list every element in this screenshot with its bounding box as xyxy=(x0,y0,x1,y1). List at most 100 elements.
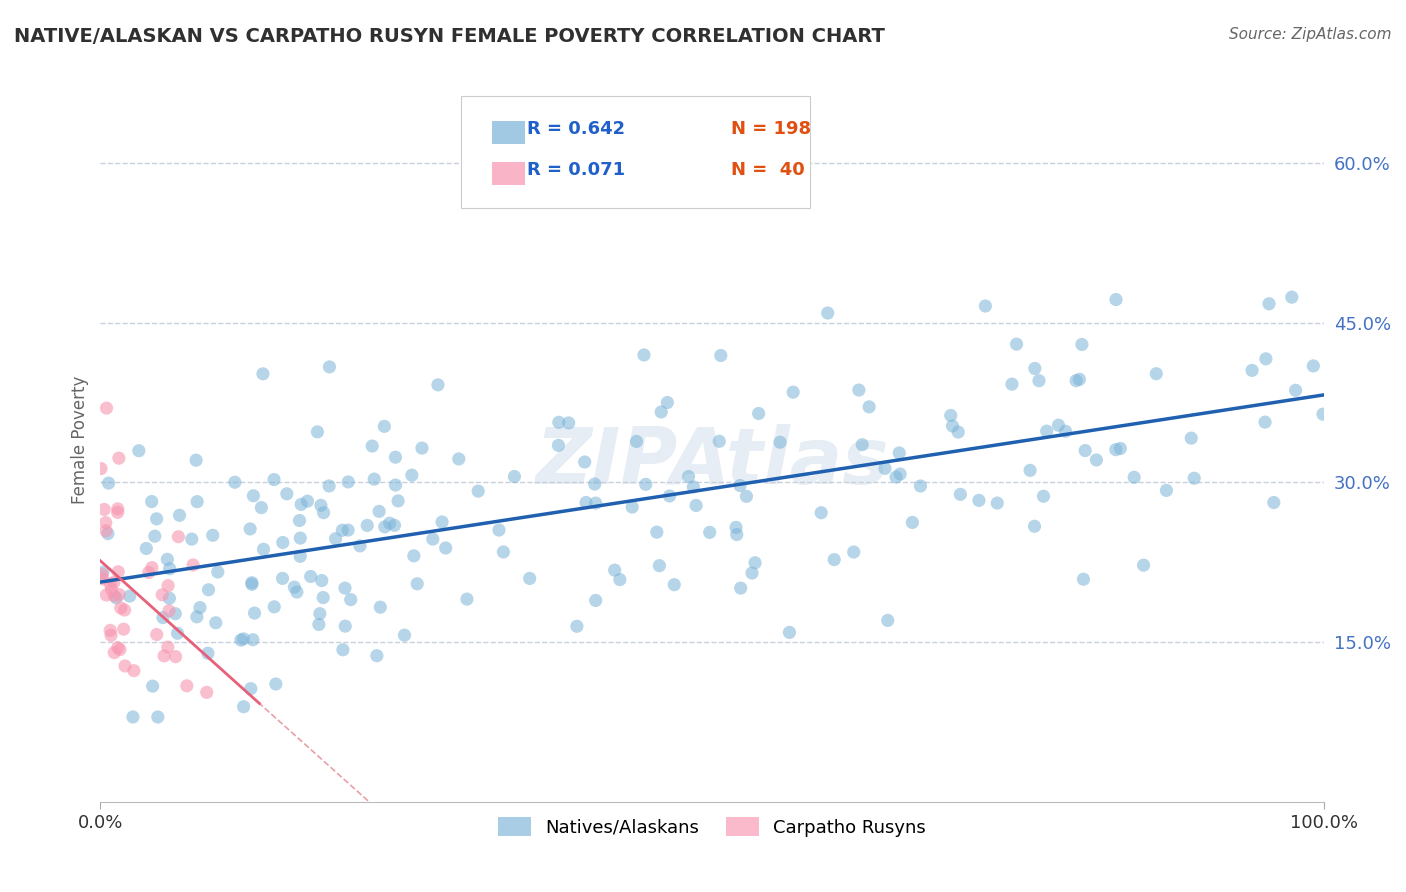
Point xyxy=(974,299,997,313)
Point xyxy=(312,591,335,605)
Point xyxy=(447,452,470,467)
Point xyxy=(434,541,457,555)
Point xyxy=(114,659,136,673)
Point xyxy=(699,525,721,540)
Point xyxy=(1024,519,1046,533)
Point xyxy=(609,573,631,587)
Point xyxy=(910,479,932,493)
Point xyxy=(197,582,219,597)
Point xyxy=(724,520,747,534)
Point xyxy=(1085,453,1108,467)
Point xyxy=(858,400,880,414)
Point xyxy=(90,461,112,475)
Point xyxy=(271,571,294,585)
Point xyxy=(1064,374,1087,388)
Point xyxy=(664,577,686,591)
Point xyxy=(406,576,429,591)
Point xyxy=(678,469,700,483)
Point xyxy=(330,523,353,537)
Point xyxy=(169,508,191,523)
Point xyxy=(264,677,287,691)
Point xyxy=(967,493,990,508)
Point xyxy=(378,516,401,531)
Point xyxy=(232,632,254,646)
Point xyxy=(889,467,911,481)
Bar xyxy=(492,162,524,186)
Point xyxy=(232,699,254,714)
Point xyxy=(363,472,385,486)
Point xyxy=(252,367,274,381)
Point xyxy=(242,489,264,503)
Point xyxy=(547,415,569,429)
Point xyxy=(366,648,388,663)
Point xyxy=(585,593,607,607)
Point xyxy=(94,516,117,530)
Point xyxy=(1258,297,1281,311)
Point xyxy=(166,626,188,640)
Point xyxy=(394,628,416,642)
Point xyxy=(401,468,423,483)
Point xyxy=(725,527,748,541)
Point xyxy=(332,642,354,657)
Point xyxy=(240,575,263,590)
Point xyxy=(239,681,262,696)
Point xyxy=(650,405,672,419)
Point xyxy=(138,566,160,580)
Point xyxy=(1263,495,1285,509)
Point xyxy=(167,530,190,544)
Point xyxy=(311,574,333,588)
Point xyxy=(250,500,273,515)
Point xyxy=(422,532,444,546)
Point xyxy=(370,600,392,615)
Point xyxy=(361,439,384,453)
Point xyxy=(1156,483,1178,498)
Point xyxy=(744,556,766,570)
Point xyxy=(146,710,169,724)
Point xyxy=(1180,431,1202,445)
Point xyxy=(1024,361,1046,376)
Point xyxy=(312,506,335,520)
Point xyxy=(309,499,332,513)
Point xyxy=(730,581,752,595)
Point xyxy=(141,494,163,508)
Point xyxy=(93,502,115,516)
Point xyxy=(318,359,340,374)
Point xyxy=(603,563,626,577)
Point xyxy=(728,478,751,492)
Point xyxy=(103,575,125,590)
Point xyxy=(492,545,515,559)
Point xyxy=(135,541,157,556)
Point xyxy=(645,525,668,540)
Point xyxy=(188,600,211,615)
Point xyxy=(108,451,131,466)
Point xyxy=(105,591,128,605)
Point xyxy=(356,518,378,533)
Point xyxy=(769,435,792,450)
Point xyxy=(741,566,763,580)
Point xyxy=(122,664,145,678)
Text: NATIVE/ALASKAN VS CARPATHO RUSYN FEMALE POVERTY CORRELATION CHART: NATIVE/ALASKAN VS CARPATHO RUSYN FEMALE … xyxy=(14,27,884,45)
Point xyxy=(98,624,121,638)
Point xyxy=(1254,415,1277,429)
Point xyxy=(229,633,252,648)
Point xyxy=(426,377,449,392)
Point xyxy=(823,552,845,566)
Bar xyxy=(492,120,524,145)
Point xyxy=(285,585,308,599)
Point xyxy=(112,622,135,636)
Point xyxy=(626,434,648,449)
Point xyxy=(337,523,360,537)
Legend: Natives/Alaskans, Carpatho Rusyns: Natives/Alaskans, Carpatho Rusyns xyxy=(491,810,934,844)
Point xyxy=(156,552,179,566)
Point xyxy=(145,512,167,526)
Point xyxy=(98,577,121,591)
Point xyxy=(141,560,163,574)
Point xyxy=(201,528,224,542)
Point xyxy=(583,477,606,491)
Text: Source: ZipAtlas.com: Source: ZipAtlas.com xyxy=(1229,27,1392,42)
Point xyxy=(308,607,330,621)
Point xyxy=(1281,290,1303,304)
Point xyxy=(108,588,131,602)
Point xyxy=(941,419,963,434)
Point xyxy=(633,348,655,362)
